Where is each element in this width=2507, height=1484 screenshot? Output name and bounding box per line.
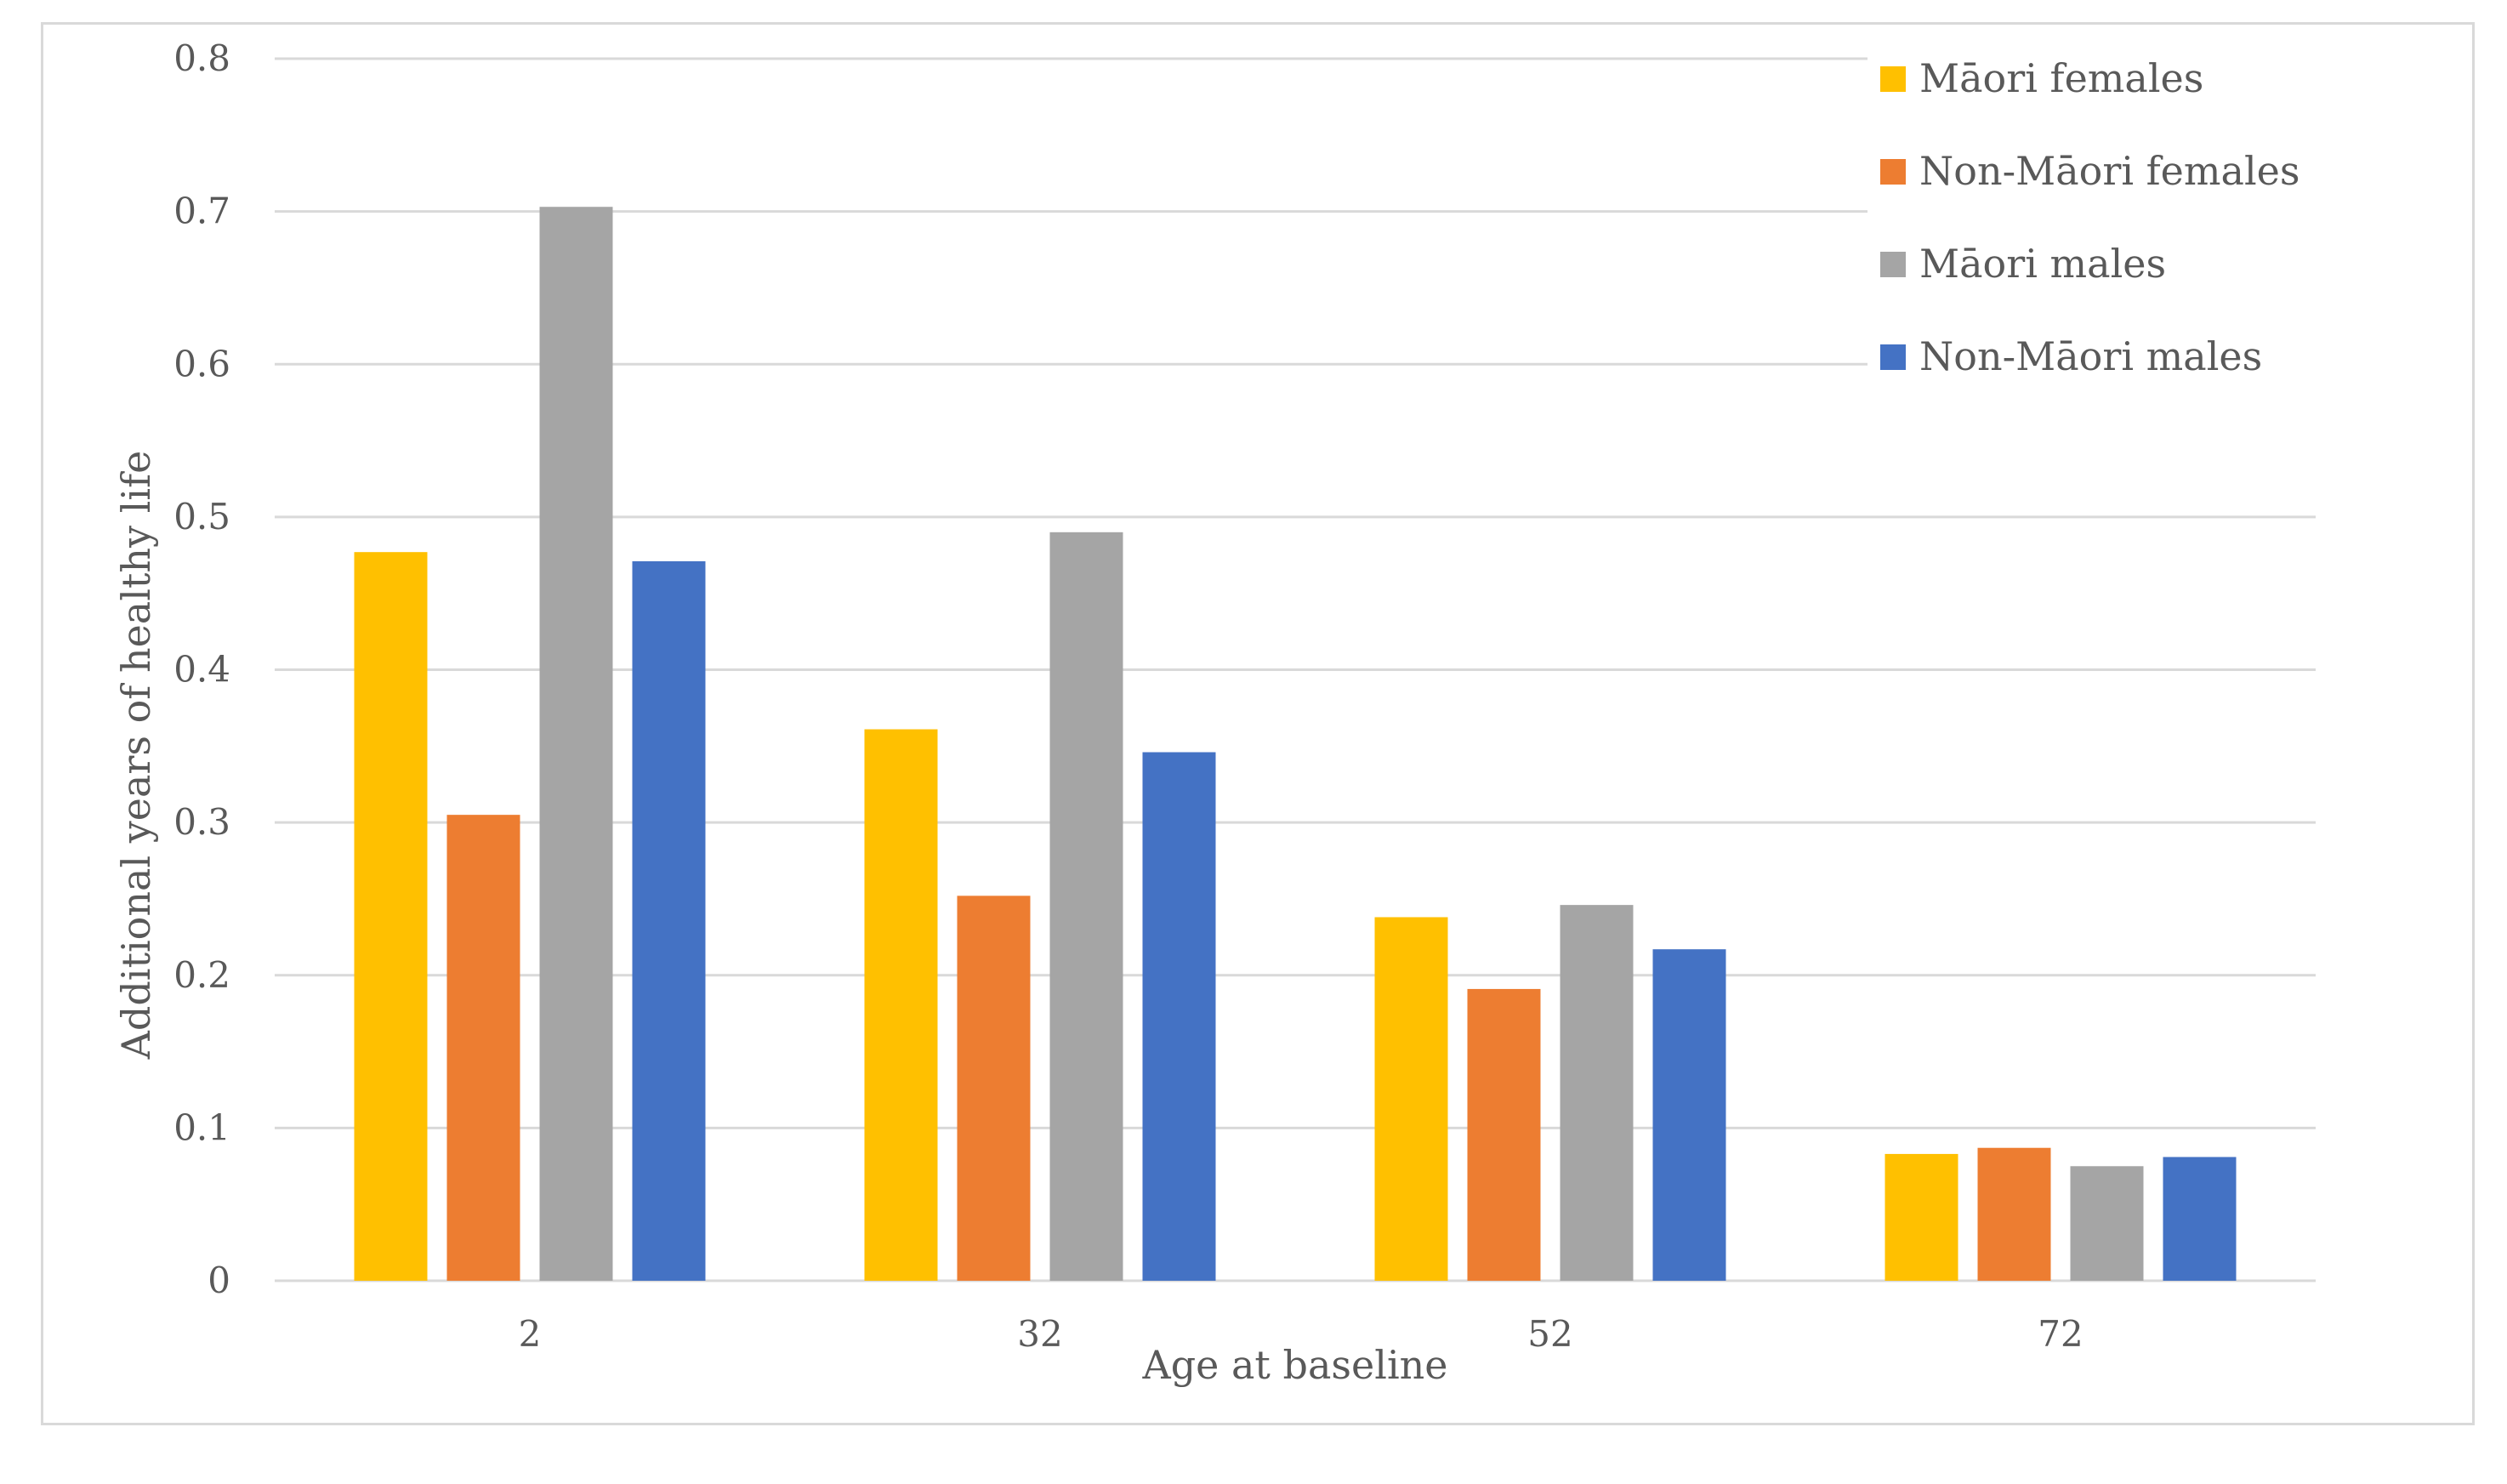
legend: Māori females Non-Māori females Māori male…: [1867, 50, 2395, 424]
bar-m-ori-females-72: [1885, 1153, 1958, 1281]
x-axis-title: Age at baseline: [1141, 1342, 1447, 1388]
x-tick-label: 72: [2038, 1313, 2083, 1355]
bar-non-m-ori-males-72: [2163, 1157, 2237, 1281]
bar-non-m-ori-females-52: [1467, 988, 1541, 1281]
bar-m-ori-females-32: [864, 729, 938, 1281]
y-tick-label: 0.3: [173, 801, 230, 843]
legend-label: Non-Māori females: [1919, 148, 2300, 194]
bar-m-ori-females-52: [1374, 917, 1448, 1281]
bar-non-m-ori-males-32: [1142, 752, 1216, 1281]
bar-chart: 0 0.1 0.2 0.3 0.4 0.5 0.6 0.7 0.8 2 32 52 72 Age at…: [113, 37, 2395, 1388]
y-tick-label: 0.7: [173, 190, 230, 232]
bar-non-m-ori-males-52: [1652, 949, 1726, 1281]
y-axis-title: Additional years of healthy life: [113, 451, 159, 1060]
bar-non-m-ori-females-2: [446, 815, 520, 1281]
y-tick-label: 0: [207, 1259, 230, 1301]
bar-m-ori-males-32: [1049, 532, 1123, 1281]
y-tick-label: 0.5: [173, 496, 230, 537]
bar-m-ori-males-2: [539, 207, 613, 1282]
x-tick-label: 32: [1017, 1313, 1062, 1355]
bar-m-ori-males-72: [2070, 1166, 2144, 1281]
y-tick-label: 0.2: [173, 954, 230, 996]
x-tick-label: 2: [519, 1313, 542, 1355]
legend-swatch: [1880, 252, 1906, 277]
y-tick-label: 0.8: [173, 37, 230, 79]
legend-label: Māori females: [1919, 55, 2203, 101]
y-tick-label: 0.6: [173, 343, 230, 384]
x-tick-label: 52: [1527, 1313, 1572, 1355]
y-tick-label: 0.1: [173, 1106, 230, 1148]
gridlines: [275, 57, 2316, 1282]
legend-swatch: [1880, 344, 1906, 370]
bar-m-ori-males-52: [1560, 905, 1634, 1281]
y-axis-ticks: 0 0.1 0.2 0.3 0.4 0.5 0.6 0.7 0.8: [173, 37, 230, 1301]
chart-frame: 0 0.1 0.2 0.3 0.4 0.5 0.6 0.7 0.8 2 32 52 72 Age at…: [41, 22, 2475, 1425]
bar-non-m-ori-females-32: [957, 896, 1031, 1281]
legend-label: Non-Māori males: [1919, 333, 2262, 379]
legend-swatch: [1880, 159, 1906, 185]
x-axis-ticks: 2 32 52 72: [519, 1313, 2083, 1355]
bar-non-m-ori-males-2: [632, 560, 706, 1281]
bars: [354, 207, 2237, 1282]
legend-label: Māori males: [1919, 241, 2166, 287]
legend-swatch: [1880, 66, 1906, 92]
y-tick-label: 0.4: [173, 649, 230, 691]
bar-non-m-ori-females-72: [1977, 1147, 2051, 1281]
bar-m-ori-females-2: [354, 552, 428, 1281]
legend-background: [1867, 50, 2395, 424]
